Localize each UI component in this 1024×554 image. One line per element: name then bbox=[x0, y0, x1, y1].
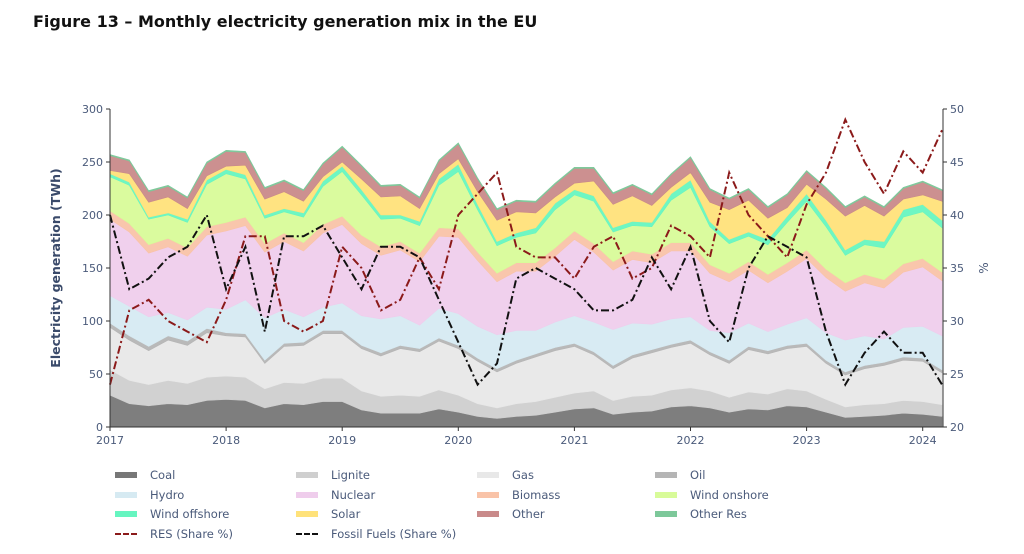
legend-item[interactable]: Wind onshore bbox=[655, 486, 855, 505]
y-tick-label: 50 bbox=[89, 368, 103, 381]
y2-tick-label: 20 bbox=[950, 421, 964, 434]
legend-swatch bbox=[115, 511, 137, 518]
legend-label: Other Res bbox=[690, 507, 747, 522]
y-tick-label: 150 bbox=[82, 262, 103, 275]
legend-label: Fossil Fuels (Share %) bbox=[331, 526, 457, 541]
legend-swatch bbox=[296, 511, 318, 518]
legend-item[interactable]: Coal bbox=[115, 466, 296, 485]
legend-swatch bbox=[477, 491, 499, 498]
legend-item[interactable]: Biomass bbox=[477, 486, 655, 505]
y2-tick-label: 40 bbox=[950, 209, 964, 222]
legend-swatch bbox=[477, 511, 499, 518]
legend-label: RES (Share %) bbox=[150, 526, 233, 541]
legend: Coal Lignite Gas Oil Hydro Nuclear Biomass Wind… bbox=[115, 466, 855, 543]
figure-title: Figure 13 – Monthly electricity generati… bbox=[33, 12, 538, 31]
x-tick-label: 2018 bbox=[212, 434, 240, 447]
area-other-res bbox=[109, 142, 943, 211]
legend-item[interactable]: Solar bbox=[296, 505, 477, 524]
y-tick-label: 0 bbox=[96, 421, 103, 434]
legend-label: Wind onshore bbox=[690, 487, 769, 502]
legend-swatch bbox=[655, 472, 677, 479]
legend-item[interactable]: Wind offshore bbox=[115, 505, 296, 524]
legend-item[interactable]: Fossil Fuels (Share %) bbox=[296, 525, 477, 544]
y-tick-label: 200 bbox=[82, 209, 103, 222]
legend-label: Wind offshore bbox=[150, 507, 230, 522]
legend-item[interactable]: Nuclear bbox=[296, 486, 477, 505]
y-axis-label: Electricity generation (TWh) bbox=[48, 168, 63, 367]
x-tick-label: 2017 bbox=[96, 434, 124, 447]
res-share-line bbox=[109, 116, 943, 385]
x-tick-label: 2024 bbox=[909, 434, 937, 447]
legend-item[interactable]: Gas bbox=[477, 466, 655, 485]
legend-swatch bbox=[296, 532, 318, 535]
legend-label: Gas bbox=[512, 468, 534, 483]
legend-swatch bbox=[115, 532, 137, 535]
y2-tick-label: 25 bbox=[950, 368, 964, 381]
legend-label: Coal bbox=[150, 468, 176, 483]
y2-tick-label: 35 bbox=[950, 262, 964, 275]
legend-label: Nuclear bbox=[331, 487, 376, 502]
legend-swatch bbox=[655, 511, 677, 518]
legend-item[interactable]: Lignite bbox=[296, 466, 477, 485]
legend-swatch bbox=[115, 472, 137, 479]
x-tick-label: 2023 bbox=[793, 434, 821, 447]
legend-swatch bbox=[655, 491, 677, 498]
y2-tick-label: 50 bbox=[950, 103, 964, 116]
legend-label: Oil bbox=[690, 468, 706, 483]
legend-label: Lignite bbox=[331, 468, 370, 483]
x-tick-label: 2021 bbox=[560, 434, 588, 447]
legend-label: Biomass bbox=[512, 487, 561, 502]
y2-tick-label: 30 bbox=[950, 315, 964, 328]
x-tick-label: 2019 bbox=[328, 434, 356, 447]
legend-item[interactable]: Other bbox=[477, 505, 655, 524]
legend-swatch bbox=[296, 491, 318, 498]
legend-swatch bbox=[477, 472, 499, 479]
legend-item[interactable]: RES (Share %) bbox=[115, 525, 296, 544]
fossil-share-line bbox=[109, 212, 943, 387]
y-tick-label: 250 bbox=[82, 156, 103, 169]
y2-axis-label: % bbox=[977, 262, 991, 273]
legend-swatch bbox=[115, 491, 137, 498]
legend-label: Solar bbox=[331, 507, 361, 522]
y-tick-label: 300 bbox=[82, 103, 103, 116]
x-tick-label: 2020 bbox=[444, 434, 472, 447]
legend-item[interactable]: Other Res bbox=[655, 505, 855, 524]
y-tick-label: 100 bbox=[82, 315, 103, 328]
legend-label: Other bbox=[512, 507, 545, 522]
legend-label: Hydro bbox=[150, 487, 185, 502]
legend-swatch bbox=[296, 472, 318, 479]
y2-tick-label: 45 bbox=[950, 156, 964, 169]
x-tick-label: 2022 bbox=[677, 434, 705, 447]
legend-item[interactable]: Hydro bbox=[115, 486, 296, 505]
legend-item[interactable]: Oil bbox=[655, 466, 855, 485]
stacked-area-chart: 0 50 100 150 200 250 300 20 25 30 35 40 45 50 2017 2018… bbox=[48, 103, 991, 447]
